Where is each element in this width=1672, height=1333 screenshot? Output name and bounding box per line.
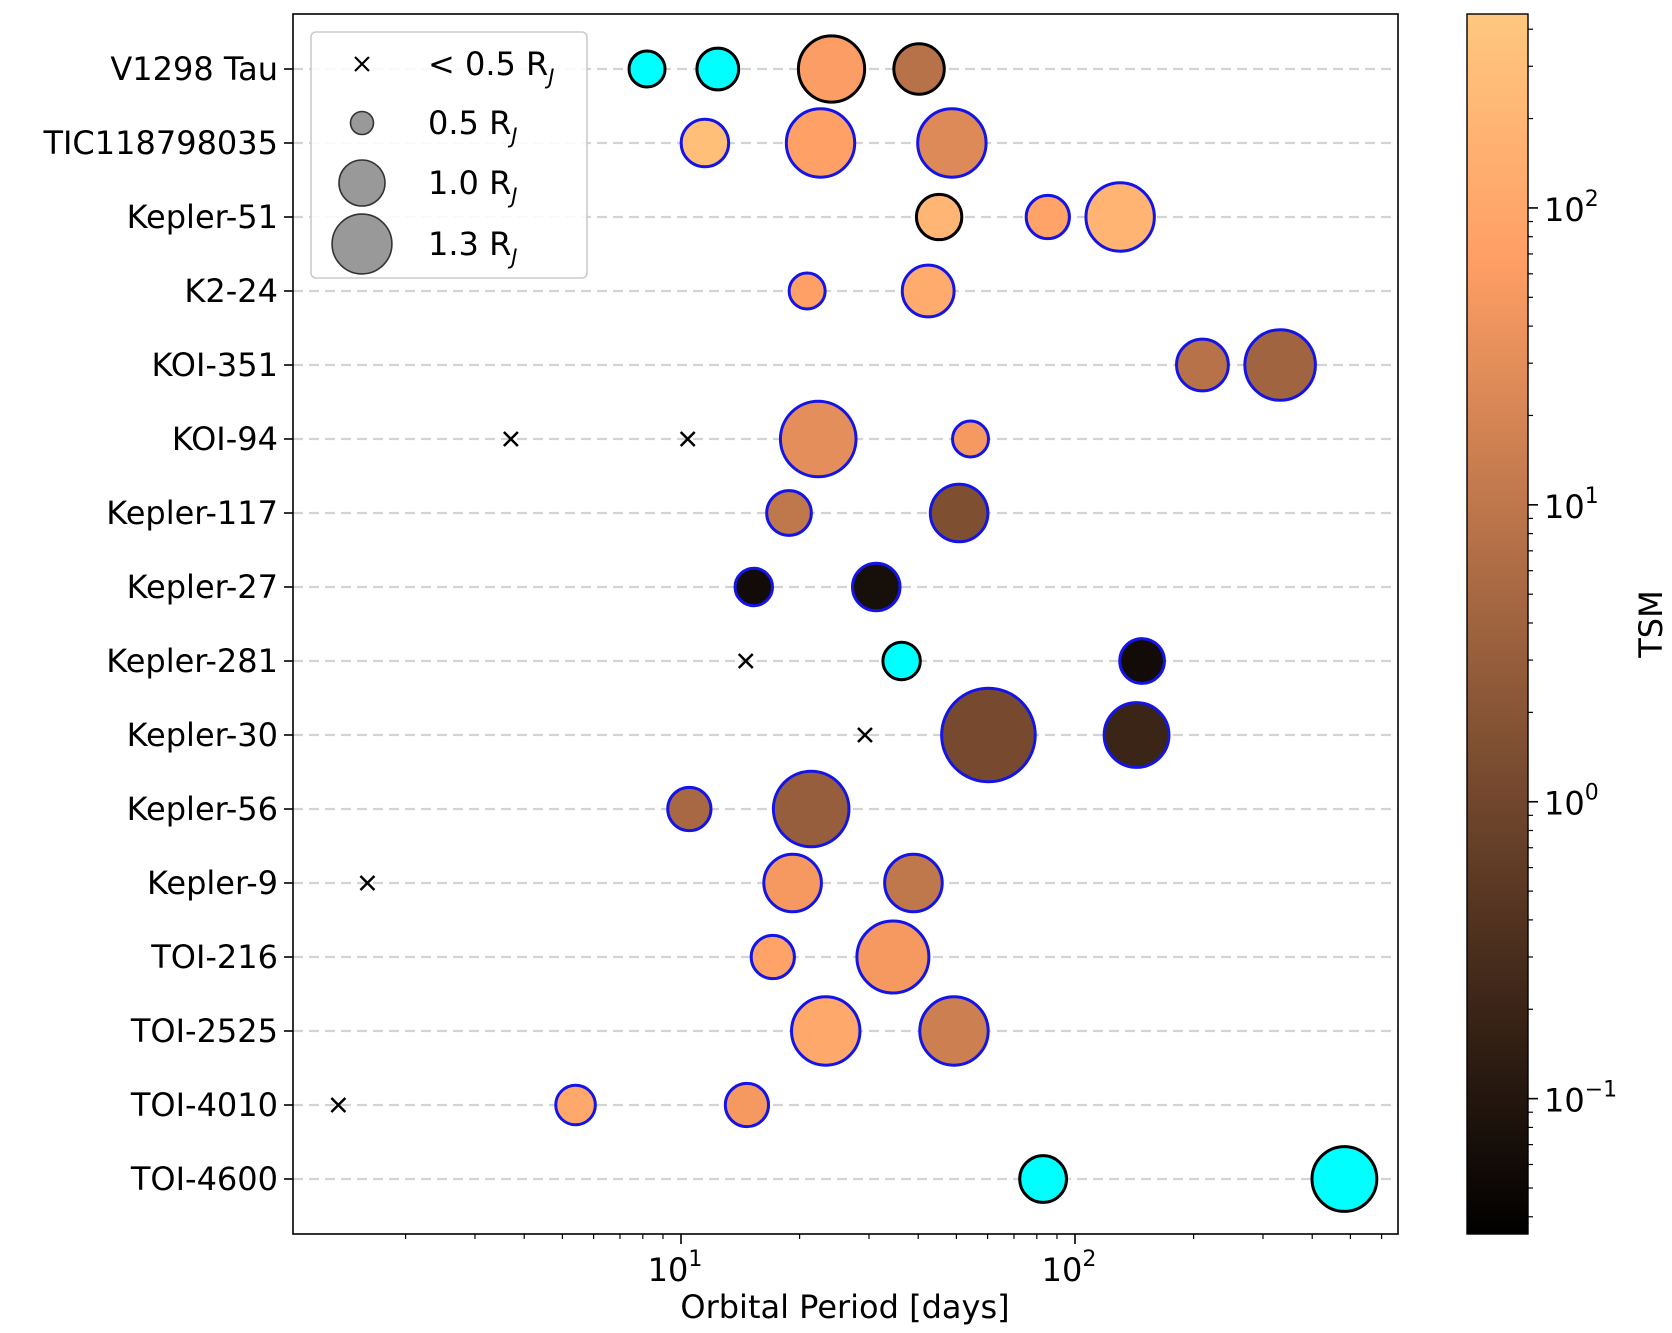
y-tick-label: TOI-2525 xyxy=(130,1012,278,1050)
y-tick-label: V1298 Tau xyxy=(110,50,278,88)
planet-point xyxy=(918,995,990,1067)
y-tick-label: Kepler-51 xyxy=(127,198,278,236)
planet-point xyxy=(787,271,827,311)
planet-point xyxy=(855,919,931,995)
planet-point xyxy=(1102,701,1171,769)
colorbar: TSM 10−1 100 101 102 xyxy=(1466,13,1670,1235)
planet-point xyxy=(1084,181,1156,253)
planet-point xyxy=(771,769,851,849)
planet-point xyxy=(1175,337,1230,393)
planet-point xyxy=(1310,1145,1379,1213)
legend-label: 1.3 RJ xyxy=(428,225,518,269)
data-points xyxy=(330,34,1379,1213)
legend-marker-circle xyxy=(338,159,386,207)
legend-label: 1.0 RJ xyxy=(428,164,518,208)
x-axis-title: Orbital Period [days] xyxy=(680,1288,1009,1326)
y-tick-label: KOI-94 xyxy=(172,420,278,458)
planet-point xyxy=(554,1083,597,1127)
y-tick-label: Kepler-281 xyxy=(106,642,278,680)
planet-point xyxy=(627,49,667,89)
planet-point xyxy=(733,566,774,608)
planet-point xyxy=(916,107,988,179)
colorbar-tick-label: 102 xyxy=(1544,187,1599,229)
x-tick-label: 102 xyxy=(1042,1247,1097,1289)
y-tick-label: TOI-4010 xyxy=(130,1086,278,1124)
planet-point xyxy=(940,686,1037,784)
y-tick-label: Kepler-27 xyxy=(127,568,278,606)
x-tick-label: 101 xyxy=(648,1247,703,1289)
colorbar-title: TSM xyxy=(1632,590,1670,658)
planet-point xyxy=(762,852,823,914)
planet-point-x xyxy=(737,653,754,669)
planet-point xyxy=(1018,1154,1069,1204)
x-axis: 101 102 xyxy=(405,1234,1383,1289)
legend-label: 0.5 RJ xyxy=(428,104,518,148)
planet-point xyxy=(951,419,991,459)
planet-point xyxy=(695,46,741,92)
y-tick-label: K2-24 xyxy=(184,272,278,310)
planet-point-x xyxy=(857,727,873,743)
y-tick-label: TIC118798035 xyxy=(42,124,278,162)
y-tick-label: TOI-4600 xyxy=(130,1160,278,1198)
planet-point xyxy=(1118,637,1166,685)
planet-point xyxy=(790,995,862,1067)
y-tick-label: Kepler-117 xyxy=(106,494,278,532)
planet-point-x xyxy=(679,431,696,447)
colorbar-tick-label: 101 xyxy=(1544,484,1599,526)
colorbar-tick-label: 10−1 xyxy=(1544,1078,1617,1120)
y-tick-label: Kepler-56 xyxy=(127,790,278,828)
y-tick-label: Kepler-9 xyxy=(147,864,278,902)
y-tick-label: KOI-351 xyxy=(152,346,278,384)
planet-point-x xyxy=(359,875,376,891)
legend-marker-circle xyxy=(349,110,375,136)
planet-point xyxy=(784,107,857,179)
planet-point xyxy=(749,933,796,981)
planet-point xyxy=(900,263,956,319)
planet-point xyxy=(850,561,902,613)
planet-point xyxy=(881,640,922,682)
y-tick-label: Kepler-30 xyxy=(127,716,278,754)
planet-point-x xyxy=(502,431,519,447)
planet-point xyxy=(914,192,964,242)
legend-marker-circle xyxy=(331,213,393,275)
planet-point xyxy=(1024,193,1071,241)
planet-point xyxy=(928,482,990,544)
legend-label: < 0.5 RJ xyxy=(428,45,554,89)
planet-point xyxy=(679,117,731,169)
colorbar-tick-label: 100 xyxy=(1544,781,1599,823)
planet-point xyxy=(723,1081,771,1129)
planet-point-x xyxy=(330,1097,347,1113)
planet-point xyxy=(796,34,867,104)
planet-point xyxy=(883,852,944,914)
legend-marker-x xyxy=(354,56,370,72)
planet-point xyxy=(892,42,946,96)
y-tick-label: TOI-216 xyxy=(150,938,278,976)
y-axis: V1298 Tau TIC118798035 Kepler-51 K2-24 KOI-3… xyxy=(42,50,293,1198)
planet-point xyxy=(778,399,858,479)
plot-frame xyxy=(292,13,1399,1235)
legend: < 0.5 RJ 0.5 RJ 1.0 RJ 1.3 RJ xyxy=(310,31,588,279)
colorbar-gradient xyxy=(1466,13,1529,1235)
planet-point xyxy=(1243,328,1317,402)
legend-box xyxy=(310,31,588,279)
planet-point xyxy=(765,489,813,537)
planet-point xyxy=(666,785,713,833)
